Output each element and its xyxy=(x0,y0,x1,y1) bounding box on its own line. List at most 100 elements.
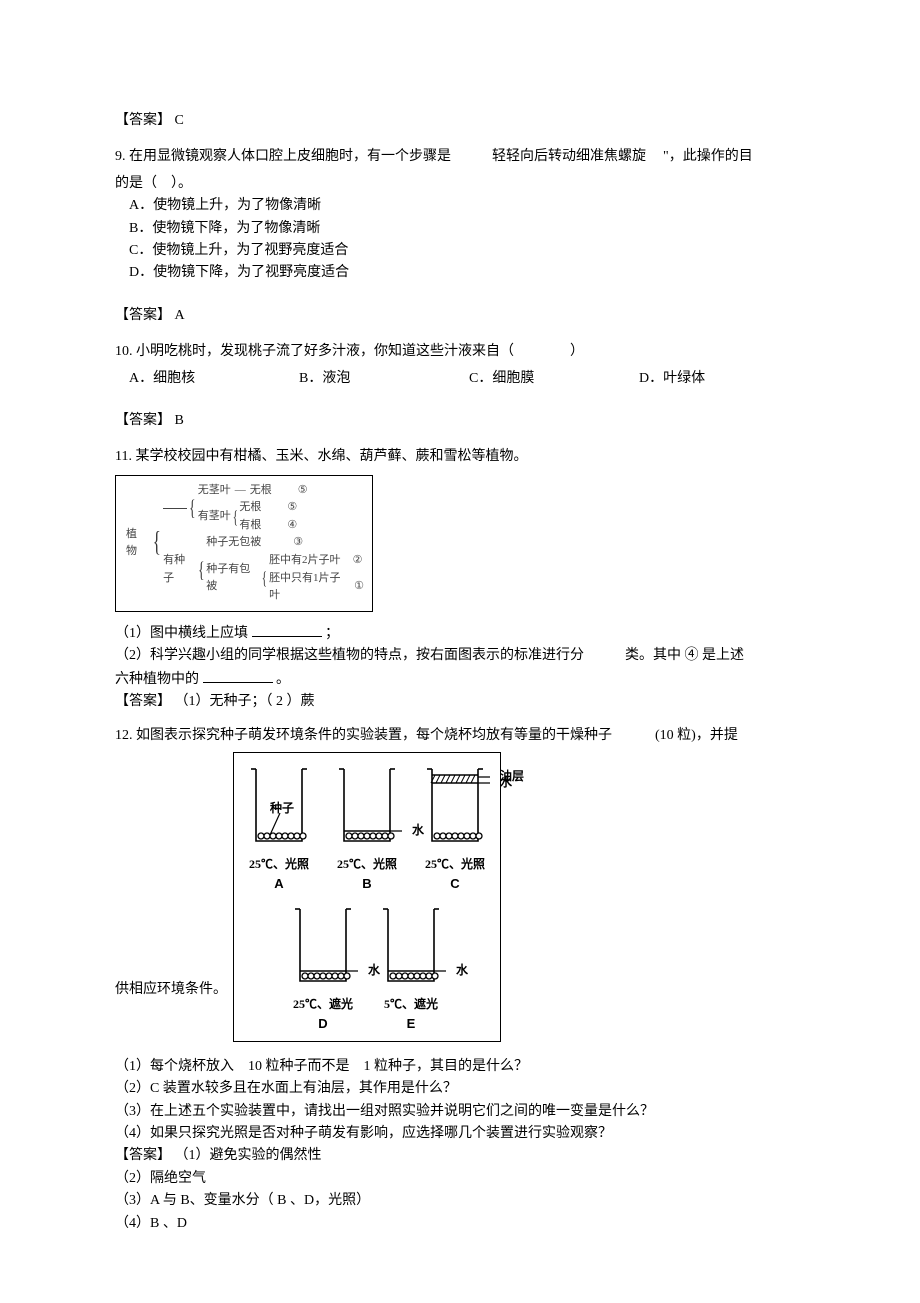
q11-part1: （1）图中横线上应填 ； xyxy=(115,622,810,645)
q9-option-d: D．使物镜下降，为了视野亮度适合 xyxy=(129,262,810,284)
q10-option-b: B．液泡 xyxy=(299,368,469,390)
brace-icon: { xyxy=(262,564,267,592)
q12-p4: （4）如果只探究光照是否对种子萌发有影响，应选择哪几个装置进行实验观察？ xyxy=(115,1123,810,1145)
d11-c3: ④ xyxy=(287,517,297,535)
blank-line xyxy=(203,668,273,683)
q12-subquestions: （1）每个烧杯放入 10 粒种子而不是 1 粒种子，其目的是什么？ （2）C 装… xyxy=(115,1056,810,1235)
q9-stem: 9. 在用显微镜观察人体口腔上皮细胞时，有一个步骤是 轻轻向后转动细准焦螺旋 "… xyxy=(115,146,810,168)
q12-supply: 供相应环境条件。 xyxy=(115,979,233,1041)
question-10: 10. 小明吃桃时，发现桃子流了好多汁液，你知道这些汁液来自（ ） A．细胞核 … xyxy=(115,341,810,390)
q9-options: A．使物镜上升，为了物像清晰 B．使物镜下降，为了物像清晰 C．使物镜上升，为了… xyxy=(129,195,810,285)
water-label: 水 xyxy=(500,773,512,792)
question-9: 9. 在用显微镜观察人体口腔上皮细胞时，有一个步骤是 轻轻向后转动细准焦螺旋 "… xyxy=(115,146,810,284)
beaker-C: 25℃、光照C油层水 xyxy=(420,763,490,895)
question-11: 11. 某学校校园中有柑橘、玉米、水绵、葫芦藓、蕨和雪松等植物。 植物 { { … xyxy=(115,446,810,713)
q9-option-a: A．使物镜上升，为了物像清晰 xyxy=(129,195,810,217)
q10-option-d: D．叶绿体 xyxy=(639,368,769,390)
q9-option-c: C．使物镜上升，为了视野亮度适合 xyxy=(129,240,810,262)
q10-option-a: A．细胞核 xyxy=(129,368,299,390)
beaker-A: 25℃、光照A 种子 xyxy=(244,763,314,895)
answer-value: B xyxy=(175,413,184,428)
seed-label: 种子 xyxy=(270,799,294,818)
q12-stem: 12. 如图表示探究种子萌发环境条件的实验装置，每个烧杯均放有等量的干燥种子 (… xyxy=(115,725,810,747)
answer-q10: 【答案】 B xyxy=(115,410,810,432)
beaker-letter: A xyxy=(274,874,283,895)
q11-p2b: 类。其中 ④ 是上述 xyxy=(625,648,744,663)
q9-option-b: B．使物镜下降，为了物像清晰 xyxy=(129,218,810,240)
beaker-letter: D xyxy=(318,1014,327,1035)
q9-stem-c: "，此操作的目 xyxy=(663,149,753,164)
q12-figure-area: 供相应环境条件。 25℃、光照A种子25℃、光照B水25℃、光照C油层水 25℃… xyxy=(115,752,810,1042)
d11-leaf5: 胚中有2片子叶 xyxy=(269,552,341,570)
answer-label: 【答案】 xyxy=(115,413,171,428)
q10-stem: 10. 小明吃桃时，发现桃子流了好多汁液，你知道这些汁液来自（ ） xyxy=(115,341,810,363)
beaker-cond: 25℃、光照 xyxy=(337,855,397,874)
q9-stem-d: 的是（ ）。 xyxy=(115,173,810,195)
answer-value: A xyxy=(175,308,185,323)
answer-label: 【答案】 xyxy=(115,113,171,128)
answer-q9: 【答案】 A xyxy=(115,305,810,327)
d11-has-seed: 有种子 xyxy=(163,552,196,587)
beaker-cond: 25℃、光照 xyxy=(425,855,485,874)
q12-ans3: （3）A 与 B、变量水分（ B 、D，光照） xyxy=(115,1190,810,1212)
q12-ans2: （2）隔绝空气 xyxy=(115,1168,810,1190)
brace-icon: { xyxy=(152,529,160,557)
d11-root: 植物 xyxy=(124,526,150,561)
answer-q8: 【答案】 C xyxy=(115,110,810,132)
question-12: 12. 如图表示探究种子萌发环境条件的实验装置，每个烧杯均放有等量的干燥种子 (… xyxy=(115,725,810,1234)
beaker-letter: C xyxy=(450,874,459,895)
d11-c4: ③ xyxy=(293,534,303,552)
beaker-D: 25℃、遮光D水 xyxy=(288,903,358,1035)
beaker-B: 25℃、光照B水 xyxy=(332,763,402,895)
q11-diagram: 植物 { { 无茎叶 — 无根 ⑤ xyxy=(115,475,373,612)
q10-options: A．细胞核 B．液泡 C．细胞膜 D．叶绿体 xyxy=(129,368,810,390)
beaker-E: 5℃、遮光E水 xyxy=(376,903,446,1035)
d11-leaf6: 胚中只有1片子叶 xyxy=(269,570,350,605)
d11-leaf3: 有根 xyxy=(239,517,261,535)
beaker-cond: 25℃、光照 xyxy=(249,855,309,874)
q11-p1b: ； xyxy=(325,626,339,641)
brace-icon: { xyxy=(198,556,204,584)
beaker-row-bottom: 25℃、遮光D水5℃、遮光E水 xyxy=(244,903,490,1035)
d11-no-stem: 无茎叶 xyxy=(198,482,231,500)
q12-p1: （1）每个烧杯放入 10 粒种子而不是 1 粒种子，其目的是什么？ xyxy=(115,1056,810,1078)
beaker-cond: 5℃、遮光 xyxy=(384,995,438,1014)
q11-stem: 11. 某学校校园中有柑橘、玉米、水绵、葫芦藓、蕨和雪松等植物。 xyxy=(115,446,810,468)
brace-icon: { xyxy=(189,494,195,522)
d11-c2: ⑤ xyxy=(287,499,297,517)
d11-leaf1: 无根 xyxy=(250,482,272,500)
q12-ans4: （4）B 、D xyxy=(115,1213,810,1235)
d11-blank-branch xyxy=(163,508,187,509)
q12-beaker-grid: 25℃、光照A种子25℃、光照B水25℃、光照C油层水 25℃、遮光D水5℃、遮… xyxy=(233,752,501,1042)
q12-p3: （3）在上述五个实验装置中，请找出一组对照实验并说明它们之间的唯一变量是什么？ xyxy=(115,1101,810,1123)
q12-stem-a: 12. 如图表示探究种子萌发环境条件的实验装置，每个烧杯均放有等量的干燥种子 xyxy=(115,728,612,743)
answer-label: 【答案】 xyxy=(115,308,171,323)
beaker-letter: B xyxy=(362,874,371,895)
q12-stem-b: (10 粒)，并提 xyxy=(655,728,738,743)
q12-p2: （2）C 装置水较多且在水面上有油层，其作用是什么？ xyxy=(115,1078,810,1100)
d11-seed-cover: 种子有包被 xyxy=(206,561,260,596)
water-label: 水 xyxy=(456,961,468,980)
d11-leaf2: 无根 xyxy=(239,499,261,517)
q11-answer: 【答案】 （1）无种子；（ 2 ）蕨 xyxy=(115,691,810,713)
q12-ans1: 【答案】 （1）避免实验的偶然性 xyxy=(115,1145,810,1167)
d11-leaf4: 种子无包被 xyxy=(206,534,261,552)
d11-c5: ② xyxy=(353,552,363,570)
beaker-letter: E xyxy=(407,1014,416,1035)
beaker-cond: 25℃、遮光 xyxy=(293,995,353,1014)
answer-value: C xyxy=(175,113,184,128)
q11-p2a: （2）科学兴趣小组的同学根据这些植物的特点，按右面图表示的标准进行分 xyxy=(115,648,584,663)
q10-option-c: C．细胞膜 xyxy=(469,368,639,390)
q11-p1a: （1）图中横线上应填 xyxy=(115,626,248,641)
brace-icon: { xyxy=(232,503,237,531)
blank-line xyxy=(252,622,322,637)
q9-stem-b: 轻轻向后转动细准焦螺旋 xyxy=(492,149,646,164)
q11-part2: （2）科学兴趣小组的同学根据这些植物的特点，按右面图表示的标准进行分 类。其中 … xyxy=(115,645,810,667)
q11-part2b: 六种植物中的 。 xyxy=(115,668,810,691)
d11-has-stem: 有茎叶 xyxy=(198,508,231,526)
q11-p2c: 六种植物中的 xyxy=(115,672,199,687)
beaker-row-top: 25℃、光照A种子25℃、光照B水25℃、光照C油层水 xyxy=(244,763,490,895)
q9-stem-a: 9. 在用显微镜观察人体口腔上皮细胞时，有一个步骤是 xyxy=(115,149,451,164)
q11-p2d: 。 xyxy=(276,672,290,687)
d11-c1: ⑤ xyxy=(298,482,308,500)
